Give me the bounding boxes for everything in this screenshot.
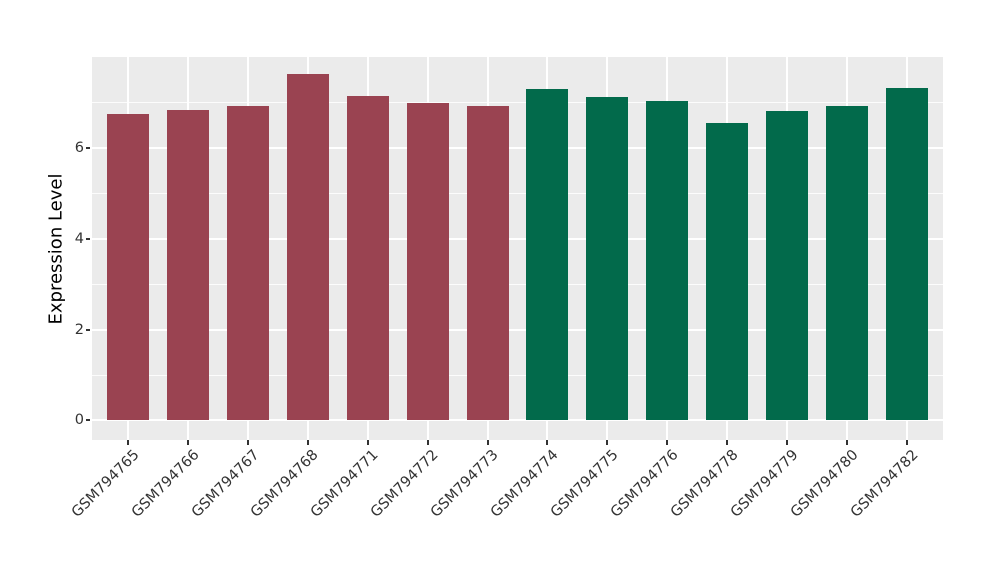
x-tick-mark <box>186 440 189 445</box>
x-tick-mark <box>426 440 429 445</box>
bar <box>646 101 689 421</box>
minor-gridline <box>92 374 943 376</box>
x-tick-mark <box>786 440 789 445</box>
minor-gridline <box>92 193 943 195</box>
y-tick-label: 0 <box>74 412 84 429</box>
bar <box>766 110 809 421</box>
x-tick-mark <box>846 440 849 445</box>
y-tick-label: 2 <box>74 321 84 338</box>
y-tick-label: 4 <box>74 230 84 247</box>
bar <box>586 96 629 421</box>
bar <box>346 96 389 421</box>
x-tick-mark <box>726 440 729 445</box>
minor-gridline <box>92 102 943 104</box>
major-gridline <box>92 147 943 150</box>
major-gridline <box>92 419 943 422</box>
x-tick-mark <box>486 440 489 445</box>
bar <box>226 106 269 421</box>
x-tick-mark <box>666 440 669 445</box>
x-tick-mark <box>306 440 309 445</box>
y-tick-label: 6 <box>74 140 84 157</box>
y-axis-title: Expression Level <box>45 173 67 325</box>
bar <box>106 113 149 421</box>
bar <box>166 110 209 421</box>
y-tick-mark <box>86 237 90 240</box>
bar <box>526 88 569 421</box>
minor-gridline <box>92 283 943 285</box>
bar <box>706 123 749 421</box>
bar <box>466 106 509 421</box>
y-tick-mark <box>86 419 90 422</box>
bar <box>886 88 929 421</box>
y-tick-mark <box>86 147 90 150</box>
x-tick-mark <box>246 440 249 445</box>
plot-panel <box>92 57 943 440</box>
bar <box>286 73 329 421</box>
major-gridline <box>92 237 943 240</box>
y-tick-mark <box>86 328 90 331</box>
x-tick-mark <box>906 440 909 445</box>
x-tick-mark <box>606 440 609 445</box>
x-tick-mark <box>546 440 549 445</box>
major-gridline <box>92 328 943 331</box>
bar <box>406 102 449 421</box>
bar <box>826 106 869 421</box>
x-tick-mark <box>126 440 129 445</box>
x-tick-mark <box>366 440 369 445</box>
